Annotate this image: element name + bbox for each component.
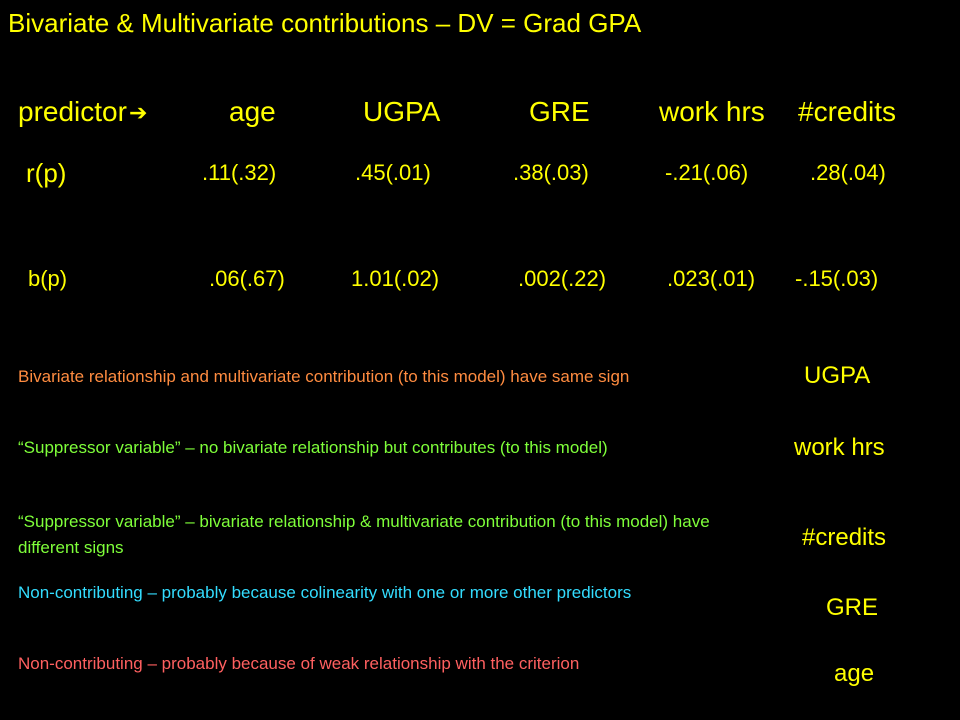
tag-ugpa: UGPA [804,362,871,389]
note-weak-relationship: Non-contributing – probably because of w… [18,654,580,673]
column-header-credits: #credits [798,96,897,127]
row-label-r: r(p) [26,158,67,188]
table-row-b: b(p) .06(.67) 1.01(.02) .002(.22) .023(.… [0,266,960,306]
b-value-age: .06(.67) [209,266,285,291]
predictor-label: predictor [18,96,127,127]
column-header-age: age [229,96,276,127]
column-header-work-hrs: work hrs [659,96,765,127]
slide-title: Bivariate & Multivariate contributions –… [8,8,642,38]
r-value-credits: .28(.04) [810,160,886,185]
tag-work-hrs: work hrs [794,434,885,461]
predictor-header: predictor➔ [18,96,147,128]
r-value-work-hrs: -.21(.06) [665,160,749,185]
b-value-credits: -.15(.03) [795,266,879,291]
r-value-ugpa: .45(.01) [355,160,431,185]
note-suppressor-different-signs: “Suppressor variable” – bivariate relati… [18,512,710,557]
note-colinearity: Non-contributing – probably because coli… [18,583,632,602]
note-same-sign: Bivariate relationship and multivariate … [18,367,630,386]
column-header-gre: GRE [529,96,590,127]
tag-credits: #credits [802,524,887,551]
r-value-gre: .38(.03) [513,160,589,185]
note-suppressor-no-bivariate: “Suppressor variable” – no bivariate rel… [18,438,608,457]
column-header-ugpa: UGPA [363,96,441,127]
tag-gre: GRE [826,594,879,621]
r-value-age: .11(.32) [202,160,277,185]
row-label-b: b(p) [28,266,68,291]
table-header-row: predictor➔ age UGPA GRE work hrs #credit… [0,96,960,136]
b-value-gre: .002(.22) [518,266,607,291]
tag-age: age [834,660,875,687]
right-arrow-icon: ➔ [128,100,148,125]
table-row-r: r(p) .11(.32) .45(.01) .38(.03) -.21(.06… [0,158,960,200]
b-value-work-hrs: .023(.01) [667,266,756,291]
b-value-ugpa: 1.01(.02) [351,266,440,291]
